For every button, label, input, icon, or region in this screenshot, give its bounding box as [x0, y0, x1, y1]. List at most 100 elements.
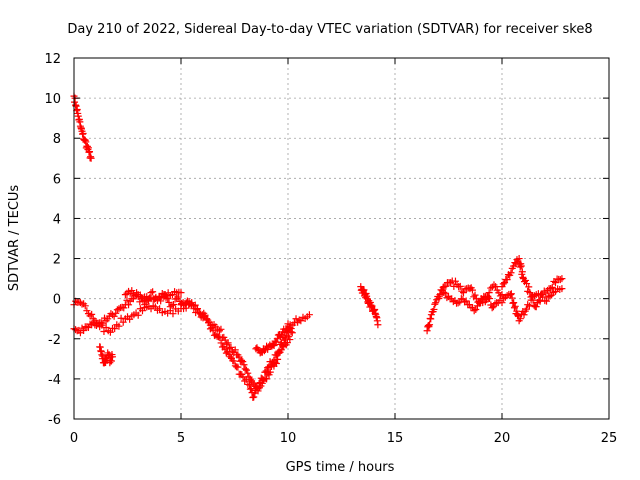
data-point	[459, 289, 467, 297]
data-point-interp	[88, 310, 96, 318]
data-point	[147, 289, 155, 297]
data-point-interp	[110, 312, 118, 320]
data-point-interp	[149, 288, 157, 296]
x-tick-label: 10	[280, 431, 297, 446]
data-point-interp	[112, 309, 120, 317]
data-point-interp	[234, 363, 242, 371]
data-point-interp	[503, 276, 511, 284]
data-point-interp	[516, 315, 524, 323]
data-point-interp	[217, 339, 225, 347]
data-point	[470, 307, 478, 315]
data-point-interp	[441, 289, 449, 297]
data-point-interp	[514, 311, 522, 319]
data-point	[109, 311, 117, 319]
data-point-interp	[465, 301, 473, 309]
data-point	[260, 347, 268, 355]
data-point-interp	[240, 361, 248, 369]
data-point	[241, 365, 249, 373]
data-point-interp	[157, 297, 165, 305]
data-point-interp	[231, 346, 239, 354]
data-point-interp	[107, 357, 115, 365]
chart-title: Day 210 of 2022, Sidereal Day-to-day VTE…	[67, 22, 592, 37]
data-point-interp	[94, 320, 102, 328]
data-point	[498, 299, 506, 307]
data-point-interp	[451, 277, 459, 285]
data-point-interp	[81, 302, 89, 310]
y-tick-label: -4	[48, 373, 61, 388]
data-point-interp	[525, 283, 533, 291]
data-point-interp	[556, 276, 564, 284]
data-point	[374, 321, 382, 329]
data-point-interp	[285, 325, 293, 333]
data-point-interp	[286, 336, 294, 344]
data-point-interp	[131, 292, 139, 300]
data-point	[423, 327, 431, 335]
data-point-interp	[272, 360, 280, 368]
data-point	[485, 289, 493, 297]
data-point-interp	[258, 379, 266, 387]
data-point-interp	[546, 292, 554, 300]
data-point-interp	[508, 294, 516, 302]
data-point	[76, 299, 84, 307]
data-point-interp	[194, 305, 202, 313]
data-point-interp	[490, 281, 498, 289]
data-point-interp	[120, 304, 128, 312]
y-axis-label: SDTVAR / TECUs	[7, 185, 22, 292]
data-point-interp	[239, 358, 247, 366]
data-point-interp	[525, 302, 533, 310]
data-point-interp	[472, 305, 480, 313]
data-point-interp	[170, 300, 178, 308]
data-point	[305, 311, 313, 319]
data-point-interp	[522, 305, 530, 313]
data-point	[177, 301, 185, 309]
data-point-interp	[134, 311, 142, 319]
data-point-interp	[440, 288, 448, 296]
y-tick-label: 8	[53, 132, 61, 147]
data-point-interp	[100, 327, 108, 335]
y-tick-label: 2	[53, 253, 61, 268]
data-point	[427, 311, 435, 319]
data-point-interp	[242, 366, 250, 374]
data-point-interp	[275, 349, 283, 357]
data-point	[216, 327, 224, 335]
data-point-interp	[547, 285, 555, 293]
data-point-interp	[82, 138, 90, 146]
data-point-interp	[435, 294, 443, 302]
data-point-interp	[155, 292, 163, 300]
data-point	[141, 301, 149, 309]
data-point-interp	[427, 315, 435, 323]
data-point-interp	[486, 295, 494, 303]
data-point-interp	[86, 320, 94, 328]
data-point-interp	[80, 326, 88, 334]
y-tick-label: 12	[44, 52, 61, 67]
y-tick-label: -6	[48, 413, 61, 428]
data-point-interp	[484, 294, 492, 302]
data-point-interp	[217, 325, 225, 333]
y-tick-label: 0	[53, 293, 61, 308]
data-point-interp	[491, 300, 499, 308]
x-tick-label: 5	[177, 431, 185, 446]
data-point	[263, 375, 271, 383]
data-point	[128, 287, 136, 295]
data-point-interp	[360, 286, 368, 294]
data-point-interp	[443, 294, 451, 302]
data-point-interp	[115, 322, 123, 330]
data-point-interp	[98, 321, 106, 329]
data-point-interp	[548, 283, 556, 291]
data-point-interp	[272, 338, 280, 346]
data-point	[447, 279, 455, 287]
data-point-interp	[274, 355, 282, 363]
data-point-interp	[511, 302, 519, 310]
data-point-interp	[473, 302, 481, 310]
data-point	[156, 305, 164, 313]
data-point	[526, 289, 534, 297]
data-point-interp	[187, 301, 195, 309]
data-point-interp	[449, 298, 457, 306]
data-point	[177, 289, 185, 297]
data-point-interp	[503, 292, 511, 300]
data-point	[558, 285, 566, 293]
axis-ticks: 0 5 10 15 20 25 -6 -4 -2 0 2 4 6 8 10 12	[44, 52, 617, 446]
data-point-interp	[531, 292, 539, 300]
